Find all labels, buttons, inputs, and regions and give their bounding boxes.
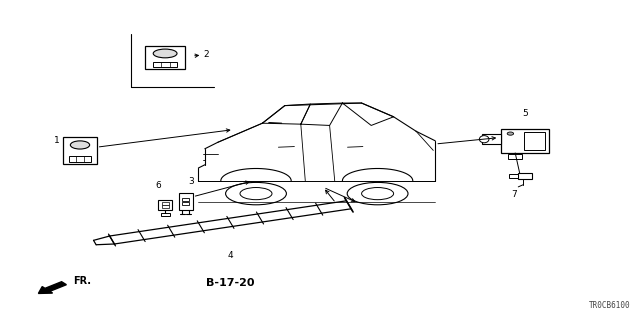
Bar xyxy=(63,137,97,164)
Ellipse shape xyxy=(362,188,394,200)
Bar xyxy=(518,173,532,179)
Text: 6: 6 xyxy=(156,181,161,190)
FancyArrow shape xyxy=(38,282,67,293)
Bar xyxy=(524,132,545,150)
Ellipse shape xyxy=(240,188,272,200)
Bar xyxy=(179,193,193,210)
Text: 2: 2 xyxy=(204,50,209,59)
Bar xyxy=(161,202,169,204)
Text: FR.: FR. xyxy=(74,276,92,286)
Ellipse shape xyxy=(226,182,287,205)
Text: B-17-20: B-17-20 xyxy=(206,278,255,288)
Bar xyxy=(182,202,189,205)
Text: 5: 5 xyxy=(522,109,527,118)
Ellipse shape xyxy=(70,141,90,149)
Bar xyxy=(161,205,169,208)
Text: 4: 4 xyxy=(228,251,233,260)
Text: 1: 1 xyxy=(54,136,60,145)
Bar xyxy=(182,197,189,201)
Bar xyxy=(158,200,172,210)
Bar xyxy=(508,154,522,159)
Bar xyxy=(69,156,91,162)
Bar xyxy=(481,134,500,144)
Circle shape xyxy=(507,132,514,135)
Bar xyxy=(145,46,185,69)
Bar xyxy=(161,213,170,216)
Bar xyxy=(153,61,177,67)
Bar xyxy=(500,129,548,153)
Ellipse shape xyxy=(153,49,177,58)
Text: 7: 7 xyxy=(512,190,517,199)
Text: TR0CB6100: TR0CB6100 xyxy=(589,301,630,310)
Bar xyxy=(509,174,518,178)
Ellipse shape xyxy=(479,136,489,143)
Text: 3: 3 xyxy=(188,177,193,186)
Ellipse shape xyxy=(347,182,408,205)
